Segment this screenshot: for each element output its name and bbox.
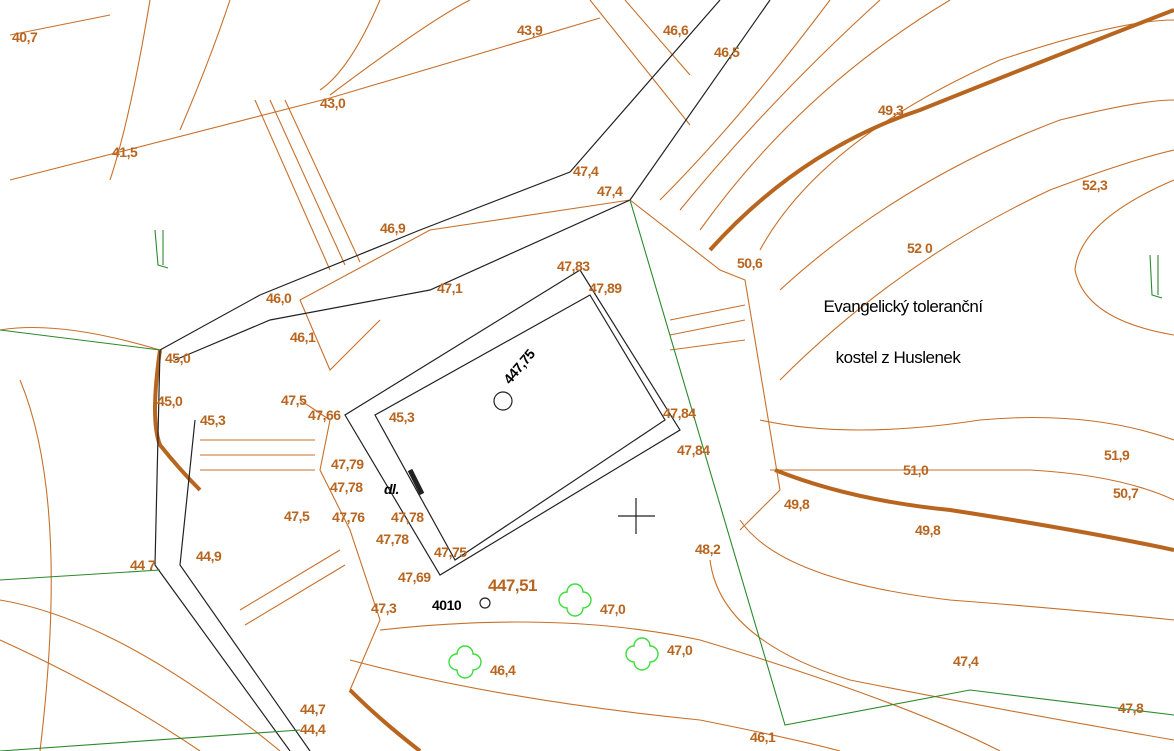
elevation-label: 45,0 xyxy=(157,393,183,409)
elevation-label: 51,0 xyxy=(903,462,929,478)
elevation-label: 47,89 xyxy=(589,280,622,296)
elevation-label: 45,3 xyxy=(200,412,226,428)
elevation-label: 46,0 xyxy=(266,290,292,306)
point-mark xyxy=(479,597,491,609)
paths xyxy=(154,0,771,751)
elevation-label: 52,3 xyxy=(1082,177,1108,193)
elevation-label: 49,8 xyxy=(784,496,810,512)
elevation-label: 43,0 xyxy=(320,95,346,111)
elevation-label: 49,3 xyxy=(878,102,904,118)
note: dl. xyxy=(384,481,399,497)
elevation-label: 46,6 xyxy=(663,22,689,38)
elevation-label: 52 0 xyxy=(907,240,933,256)
spot-height: 447,75 xyxy=(500,346,538,387)
elevation-label: 44 7 xyxy=(130,557,156,573)
elevation-label: 47,0 xyxy=(667,642,693,658)
elevation-label: 47,76 xyxy=(332,509,365,525)
elevation-label: 44,7 xyxy=(300,701,326,717)
church-name: Evangelický toleranční xyxy=(823,297,983,316)
elevation-label: 47,3 xyxy=(371,600,397,616)
elevation-label: 47,4 xyxy=(597,183,623,199)
elevation-label: 47,69 xyxy=(398,569,431,585)
elevation-label: 47,75 xyxy=(434,544,467,560)
elevation-label: 47,66 xyxy=(308,407,341,423)
elevation-label: 47,78 xyxy=(330,479,363,495)
elevation-label: 50,6 xyxy=(737,255,763,271)
survey-mark xyxy=(493,391,513,411)
elevation-label: 46,9 xyxy=(380,220,406,236)
elevation-label: 47,5 xyxy=(284,508,310,524)
elevation-label: 47,79 xyxy=(331,456,364,472)
elevation-label: 51,9 xyxy=(1104,447,1130,463)
elevation-label: 47,4 xyxy=(953,653,979,669)
elevation-label: 47,5 xyxy=(281,392,307,408)
elevation-label: 46,1 xyxy=(750,729,776,745)
elevation-label: 45,3 xyxy=(389,409,415,425)
elevation-label: 50,7 xyxy=(1113,485,1139,501)
elevation-label: 46,5 xyxy=(714,44,740,60)
elevation-label: 47,84 xyxy=(677,442,710,458)
elevation-label: 46,4 xyxy=(490,662,516,678)
elevation-label: 49,8 xyxy=(915,522,941,538)
spot-height: 447,51 xyxy=(488,576,537,595)
trees xyxy=(448,583,659,679)
elevation-label: 47,78 xyxy=(391,509,424,525)
elevation-label: 47,83 xyxy=(557,258,590,274)
elevation-label: 46,1 xyxy=(290,329,316,345)
church-name: kostel z Huslenek xyxy=(836,348,962,367)
elevation-label: 40,7 xyxy=(12,29,38,45)
elevation-label: 44,9 xyxy=(196,548,222,564)
elevation-label: 47,78 xyxy=(376,531,409,547)
elevation-label: 48,2 xyxy=(695,541,721,557)
boundaries xyxy=(0,199,1174,751)
elevation-label: 47,8 xyxy=(1118,700,1144,716)
elevation-label: 47,1 xyxy=(437,280,463,296)
elevation-label: 45,0 xyxy=(165,350,191,366)
point-id: 4010 xyxy=(432,597,462,613)
elevation-label: 43,9 xyxy=(517,22,543,38)
elevation-label: 47,84 xyxy=(663,405,696,421)
elevation-label: 41,5 xyxy=(112,144,138,160)
elevation-label: 47,4 xyxy=(573,163,599,179)
elevation-label: 44,4 xyxy=(300,721,326,737)
elevation-label: 47,0 xyxy=(600,601,626,617)
